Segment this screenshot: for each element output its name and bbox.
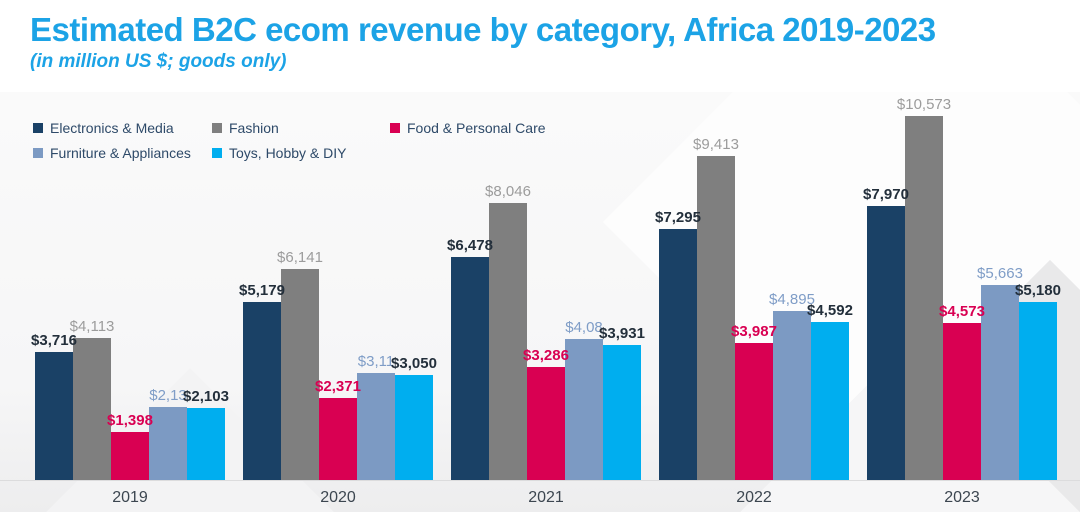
bar-furniture-appliances-2021 bbox=[565, 339, 603, 480]
bar-fashion-2020 bbox=[281, 269, 319, 480]
x-axis-tick-2023: 2023 bbox=[944, 489, 980, 506]
x-axis: 2019 2020 2021 2022 2023 bbox=[0, 481, 1080, 512]
legend-item-electronics-media: Electronics & Media bbox=[33, 120, 174, 136]
legend-label: Fashion bbox=[229, 120, 279, 136]
bar-value-label-electronics-media-2023: $7,970 bbox=[863, 186, 909, 203]
bar-electronics-media-2023 bbox=[867, 206, 905, 480]
legend-swatch-icon bbox=[390, 123, 400, 133]
bar-value-label-fashion-2019: $4,113 bbox=[69, 318, 115, 335]
legend-item-fashion: Fashion bbox=[212, 120, 279, 136]
bar-furniture-appliances-2023 bbox=[981, 285, 1019, 480]
bar-furniture-appliances-2019 bbox=[149, 407, 187, 480]
bar-electronics-media-2022 bbox=[659, 229, 697, 480]
bar-toys-hobby-diy-2021 bbox=[603, 345, 641, 480]
bar-value-label-toys-hobby-diy-2020: $3,050 bbox=[391, 355, 437, 372]
chart-legend: Electronics & Media Fashion Food & Persona… bbox=[0, 92, 1080, 172]
legend-swatch-icon bbox=[33, 123, 43, 133]
legend-label: Electronics & Media bbox=[50, 120, 174, 136]
bar-value-label-furniture-appliances-2023: $5,663 bbox=[977, 265, 1023, 282]
bar-value-label-toys-hobby-diy-2023: $5,180 bbox=[1015, 282, 1061, 299]
x-axis-tick-2019: 2019 bbox=[112, 489, 148, 506]
bar-value-label-toys-hobby-diy-2019: $2,103 bbox=[183, 388, 229, 405]
bar-value-label-electronics-media-2020: $5,179 bbox=[239, 282, 285, 299]
bar-electronics-media-2020 bbox=[243, 302, 281, 480]
legend-item-furniture-appliances: Furniture & Appliances bbox=[33, 145, 191, 161]
bar-food-personal-care-2022 bbox=[735, 343, 773, 480]
bar-toys-hobby-diy-2019 bbox=[187, 408, 225, 480]
bar-value-label-furniture-appliances-2021: $4,08 bbox=[565, 319, 603, 336]
bar-food-personal-care-2021 bbox=[527, 367, 565, 480]
x-axis-tick-2020: 2020 bbox=[320, 489, 356, 506]
bar-fashion-2021 bbox=[489, 203, 527, 480]
bar-value-label-food-personal-care-2023: $4,573 bbox=[939, 303, 985, 320]
page-subtitle: (in million US $; goods only) bbox=[30, 50, 287, 72]
bar-toys-hobby-diy-2022 bbox=[811, 322, 849, 480]
bar-fashion-2022 bbox=[697, 156, 735, 480]
chart-card: Electronics & Media Fashion Food & Persona… bbox=[0, 92, 1080, 512]
bar-value-label-toys-hobby-diy-2022: $4,592 bbox=[807, 302, 853, 319]
bar-food-personal-care-2019 bbox=[111, 432, 149, 480]
bar-value-label-furniture-appliances-2020: $3,11 bbox=[357, 353, 395, 370]
legend-label: Food & Personal Care bbox=[407, 120, 546, 136]
bar-fashion-2019 bbox=[73, 338, 111, 480]
bar-electronics-media-2019 bbox=[35, 352, 73, 480]
legend-label: Toys, Hobby & DIY bbox=[229, 145, 347, 161]
bar-value-label-electronics-media-2019: $3,716 bbox=[31, 332, 77, 349]
bar-value-label-electronics-media-2021: $6,478 bbox=[447, 237, 493, 254]
bar-furniture-appliances-2022 bbox=[773, 311, 811, 480]
page-header: Estimated B2C ecom revenue by category, … bbox=[0, 0, 1080, 92]
page-title: Estimated B2C ecom revenue by category, … bbox=[30, 11, 936, 48]
legend-swatch-icon bbox=[212, 123, 222, 133]
legend-item-food-personal-care: Food & Personal Care bbox=[390, 120, 546, 136]
bar-value-label-food-personal-care-2019: $1,398 bbox=[107, 412, 153, 429]
legend-item-toys-hobby-diy: Toys, Hobby & DIY bbox=[212, 145, 347, 161]
bar-furniture-appliances-2020 bbox=[357, 373, 395, 480]
x-axis-tick-2021: 2021 bbox=[528, 489, 564, 506]
bar-value-label-toys-hobby-diy-2021: $3,931 bbox=[599, 325, 645, 342]
bar-value-label-food-personal-care-2021: $3,286 bbox=[523, 347, 569, 364]
legend-label: Furniture & Appliances bbox=[50, 145, 191, 161]
bar-toys-hobby-diy-2023 bbox=[1019, 302, 1057, 480]
bar-value-label-electronics-media-2022: $7,295 bbox=[655, 209, 701, 226]
bar-toys-hobby-diy-2020 bbox=[395, 375, 433, 480]
bar-food-personal-care-2023 bbox=[943, 323, 981, 480]
bar-value-label-fashion-2021: $8,046 bbox=[485, 183, 531, 200]
legend-swatch-icon bbox=[33, 148, 43, 158]
bar-electronics-media-2021 bbox=[451, 257, 489, 480]
bar-value-label-furniture-appliances-2019: $2,13 bbox=[149, 387, 187, 404]
x-axis-tick-2022: 2022 bbox=[736, 489, 772, 506]
legend-swatch-icon bbox=[212, 148, 222, 158]
bar-value-label-food-personal-care-2022: $3,987 bbox=[731, 323, 777, 340]
bar-value-label-fashion-2020: $6,141 bbox=[277, 249, 323, 266]
bar-food-personal-care-2020 bbox=[319, 398, 357, 480]
bar-value-label-food-personal-care-2020: $2,371 bbox=[315, 378, 361, 395]
x-axis-line bbox=[0, 480, 1080, 481]
